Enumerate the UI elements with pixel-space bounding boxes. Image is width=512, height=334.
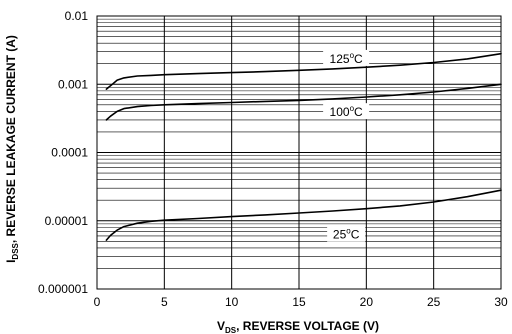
x-tick-labels: 0 5 10 15 20 25 30 — [94, 295, 508, 309]
annotation-background — [323, 49, 370, 66]
annotation-background — [323, 103, 370, 120]
x-tick-label: 30 — [494, 295, 508, 309]
x-tick-label: 15 — [292, 295, 306, 309]
plot-area-frame — [96, 15, 502, 290]
series-line — [105, 52, 502, 90]
series-annotation: 125oC — [330, 51, 363, 66]
y-tick-label: 0.000001 — [38, 282, 88, 296]
series-annotation: 25oC — [333, 226, 360, 241]
series-lines — [105, 52, 502, 241]
x-tick-label: 10 — [225, 295, 239, 309]
y-tick-labels: 0.000001 0.00001 0.0001 0.001 0.01 — [38, 9, 88, 296]
x-tick-label: 0 — [94, 295, 101, 309]
y-tick-label: 0.00001 — [45, 214, 89, 228]
x-axis-title: VDS, REVERSE VOLTAGE (V) — [217, 319, 379, 334]
y-tick-label: 0.001 — [58, 77, 88, 91]
series-line — [105, 189, 502, 241]
x-tick-label: 5 — [161, 295, 168, 309]
x-tick-label: 20 — [360, 295, 374, 309]
annotation-background — [327, 225, 366, 242]
y-tick-label: 0.01 — [65, 9, 89, 23]
y-tick-label: 0.0001 — [51, 146, 88, 160]
series-annotations: 125oC 100oC 25oC — [323, 49, 370, 242]
y-axis-title: IDSS, REVERSE LEAKAGE CURRENT (A) — [4, 35, 20, 263]
series-annotation: 100oC — [330, 104, 363, 119]
series-line — [105, 83, 502, 121]
x-tick-label: 25 — [427, 295, 441, 309]
